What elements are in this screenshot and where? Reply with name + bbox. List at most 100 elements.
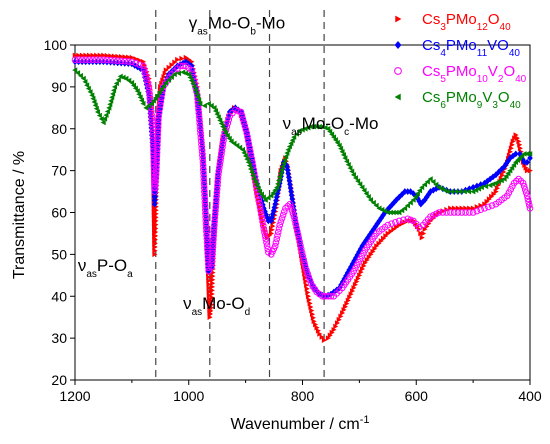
series-2-point-370	[505, 157, 511, 165]
series-3-point-120	[199, 158, 207, 166]
series-2-point-45	[150, 157, 157, 164]
series-2-point-373	[512, 150, 519, 158]
series-4-point-150	[355, 178, 361, 184]
legend-label-3: Cs5PMo10V2O40	[422, 63, 527, 85]
series-3-point-227	[258, 214, 266, 222]
series-2-point-14	[121, 59, 128, 67]
series-3-point-333	[454, 209, 462, 216]
y-tick-label-50: 50	[51, 246, 67, 262]
series-4-point-36	[134, 88, 140, 94]
legend-label-1-part-1: 3	[440, 22, 446, 33]
series-4-point-120	[289, 137, 295, 144]
series-3-point-245	[274, 228, 282, 236]
series-3-point-2	[78, 56, 86, 63]
series-1-point-125	[163, 67, 169, 73]
annotation-ann-mob-part-2: Mo-O	[208, 13, 251, 32]
series-3-point-122	[200, 166, 207, 173]
series-1-point-74	[152, 247, 158, 254]
series-3-point-221	[254, 192, 262, 200]
series-1-point-77	[152, 236, 158, 243]
series-4-point-145	[345, 161, 351, 168]
series-4-point-127	[308, 123, 314, 130]
series-3-point-80	[158, 94, 165, 102]
series-3-point-210	[247, 151, 255, 159]
series-4-point-173	[414, 190, 420, 197]
series-2-point-287	[305, 271, 311, 279]
x-axis-title: Wavenumber / cm-1	[231, 414, 370, 433]
legend-marker-2	[394, 41, 402, 49]
legend-label-4-part-3: 9	[477, 100, 483, 111]
series-3-point-68	[154, 138, 161, 145]
series-2-point-379	[527, 154, 533, 162]
series-3-point-44	[150, 151, 157, 158]
series-2-point-284	[302, 261, 309, 269]
series-2-point-347	[430, 186, 437, 194]
series-1-point-399	[361, 263, 367, 269]
series-4-point-113	[280, 160, 286, 166]
series-1-point-376	[325, 335, 331, 341]
series-3-point-91	[179, 62, 187, 70]
series-3-point-363	[526, 205, 534, 212]
series-4-point-0	[72, 67, 78, 73]
series-1-point-197	[206, 288, 212, 295]
series-2-point-316	[363, 237, 369, 244]
series-4-point-136	[330, 134, 337, 140]
series-3-point-154	[208, 253, 216, 260]
series-1-point-129	[175, 56, 181, 63]
series-4-point-108	[276, 177, 282, 184]
series-3-point-181	[217, 157, 224, 165]
annotation-ann-mob-part-0: γ	[189, 13, 198, 32]
series-3-point-123	[200, 169, 207, 177]
series-4-point-116	[284, 150, 290, 156]
series-2-point-2	[79, 58, 85, 66]
series-3-point-204	[243, 129, 251, 137]
series-3-point-36	[149, 121, 156, 129]
series-2-point-10	[107, 58, 114, 66]
series-1-point-412	[388, 228, 394, 235]
series-2-point-215	[246, 140, 252, 148]
y-tick-label-30: 30	[51, 330, 67, 346]
series-1-point-450	[493, 188, 499, 195]
series-2-point-319	[368, 228, 375, 236]
series-2-point-159	[208, 259, 215, 267]
series-2-point-83	[157, 105, 163, 113]
series-2-point-5	[89, 58, 96, 66]
series-2-point-157	[205, 267, 212, 275]
series-3-point-179	[216, 164, 223, 172]
series-layer	[71, 52, 534, 344]
series-3-point-246	[275, 225, 283, 232]
legend-marker-4	[394, 93, 401, 101]
series-4-point-151	[357, 181, 363, 188]
series-3-point-70	[154, 131, 162, 138]
series-3-point-233	[262, 235, 270, 243]
series-3-point-314	[392, 218, 399, 226]
series-4-point-23	[109, 94, 115, 101]
series-3-point-193	[225, 116, 233, 123]
series-2-point-199	[224, 119, 230, 126]
series-3-point-13	[117, 57, 125, 65]
series-1-point-377	[327, 332, 333, 339]
series-3-point-248	[277, 218, 285, 226]
series-4-point-22	[108, 98, 114, 104]
series-3-point-163	[211, 221, 218, 229]
series-3-point-5	[89, 56, 97, 63]
legend-marker-3	[394, 67, 402, 75]
series-3-point-350	[509, 183, 516, 190]
series-3-point-17	[132, 59, 139, 67]
series-3-point-61	[153, 163, 160, 171]
series-2-point-209	[241, 119, 247, 126]
series-3-point-64	[153, 152, 161, 160]
series-4-point-33	[129, 79, 135, 86]
series-2-point-322	[374, 220, 381, 228]
series-4-point-174	[417, 187, 423, 194]
series-4-point-153	[361, 187, 367, 194]
series-2-point-8	[100, 58, 107, 66]
series-4-point-24	[110, 91, 116, 97]
series-2-point-290	[309, 281, 316, 289]
series-4-point-3	[80, 75, 86, 82]
series-3-point-229	[259, 222, 267, 229]
annotation-ann-mod-part-1: as	[192, 306, 203, 317]
series-3-point-9	[103, 56, 111, 64]
series-4-point-8	[89, 92, 95, 99]
series-4-point-54	[175, 70, 182, 77]
